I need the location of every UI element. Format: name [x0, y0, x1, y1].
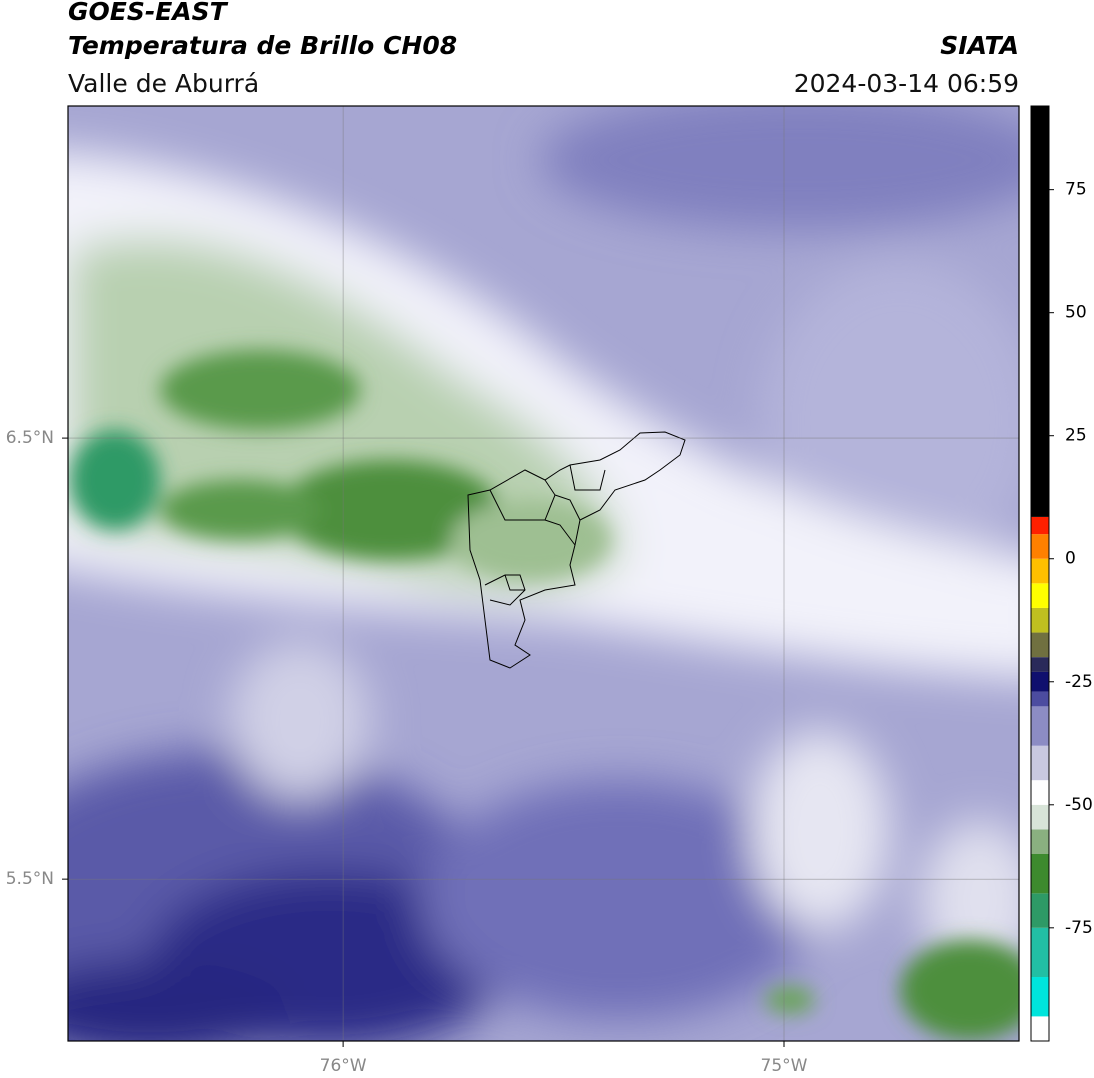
colorbar-segment: [1031, 607, 1049, 633]
colorbar-tick-label: 75: [1065, 180, 1087, 200]
colorbar-segment: [1031, 657, 1049, 672]
municipal-boundaries: [467, 431, 686, 669]
satellite-title: GOES-EAST: [68, 0, 229, 26]
colorbar-tick-label: -75: [1065, 918, 1093, 938]
colorbar-frame: [1030, 105, 1050, 1042]
colorbar-tick-label: -25: [1065, 672, 1093, 692]
colorbar-segment: [1031, 745, 1049, 781]
colorbar-segment: [1031, 516, 1049, 535]
region-label: Valle de Aburrá: [68, 69, 259, 98]
colorbar-segment: [1031, 691, 1049, 707]
colorbar-segment: [1031, 706, 1049, 746]
colorbar-segment: [1031, 671, 1049, 692]
colorbar-segment: [1031, 106, 1049, 517]
colorbar-tick-label: 50: [1065, 303, 1087, 323]
y-tick-label: 6.5°N: [6, 428, 54, 448]
x-tick-label: 75°W: [761, 1056, 808, 1076]
colorbar-tick-label: -50: [1065, 795, 1093, 815]
y-tick-label: 5.5°N: [6, 869, 54, 889]
colorbar-segment: [1031, 632, 1049, 658]
colorbar-segment: [1031, 1016, 1049, 1041]
datetime-label: 2024-03-14 06:59: [794, 69, 1019, 98]
colorbar-segment: [1031, 780, 1049, 805]
colorbar-segment: [1031, 854, 1049, 894]
satellite-image: [68, 106, 1019, 1041]
source-label: SIATA: [940, 31, 1019, 60]
colorbar-segment: [1031, 829, 1049, 854]
colorbar-tick-label: 25: [1065, 426, 1087, 446]
colorbar-segment: [1031, 534, 1049, 559]
x-tick-label: 76°W: [320, 1056, 367, 1076]
colorbar-segment: [1031, 583, 1049, 608]
colorbar-tick-label: 0: [1065, 549, 1076, 569]
colorbar-segment: [1031, 977, 1049, 1017]
colorbar-segment: [1031, 558, 1049, 584]
colorbar-segment: [1031, 927, 1049, 978]
map-frame: [67, 105, 1020, 1042]
colorbar-segment: [1031, 804, 1049, 830]
product-title: Temperatura de Brillo CH08: [68, 31, 457, 60]
colorbar-segment: [1031, 893, 1049, 928]
